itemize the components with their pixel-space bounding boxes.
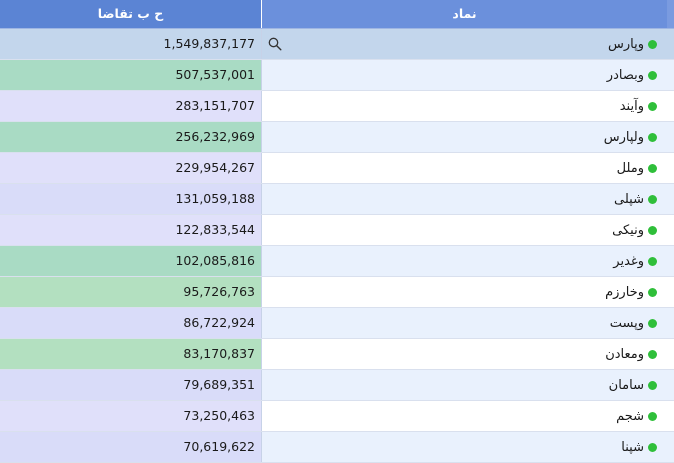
table-row[interactable]: 73,250,463 شجم [0,401,674,432]
row-scroll-gutter [667,91,674,121]
search-icon[interactable] [268,37,282,51]
status-dot-icon [648,194,657,204]
row-scroll-gutter [667,432,674,462]
status-dot-icon [648,318,657,328]
row-scroll-gutter [667,184,674,214]
symbol-cell[interactable]: ومعادن [262,339,667,369]
symbol-name[interactable]: وملل [616,160,644,176]
status-dot-icon [648,411,657,421]
demand-value-cell: 229,954,267 [0,153,262,183]
demand-value-cell: 256,232,969 [0,122,262,152]
table-row[interactable]: 70,619,622 شپنا [0,432,674,463]
row-scroll-gutter [667,370,674,400]
symbol-name[interactable]: وبصادر [606,67,644,83]
status-dot-icon [648,225,657,235]
column-header-demand[interactable]: ح ب تقاضا [0,0,262,28]
symbol-cell[interactable]: ونیکی [262,215,667,245]
symbol-cell[interactable]: وخارزم [262,277,667,307]
demand-value-cell: 122,833,544 [0,215,262,245]
row-scroll-gutter [667,122,674,152]
table-row[interactable]: 131,059,188 شپلی [0,184,674,215]
demand-value-cell: 102,085,816 [0,246,262,276]
header-scroll-gutter [667,0,674,28]
status-dot-icon [648,101,657,111]
row-scroll-gutter [667,401,674,431]
symbol-cell[interactable]: وملل [262,153,667,183]
symbol-name[interactable]: سامان [608,377,644,393]
symbol-cell[interactable]: وآیند [262,91,667,121]
demand-value-cell: 507,537,001 [0,60,262,90]
status-dot-icon [648,442,657,452]
demand-value-cell: 95,726,763 [0,277,262,307]
row-scroll-gutter [667,215,674,245]
symbol-cell[interactable]: شپلی [262,184,667,214]
row-scroll-gutter [667,308,674,338]
table-row[interactable]: 283,151,707 وآیند [0,91,674,122]
demand-value-cell: 83,170,837 [0,339,262,369]
table-row[interactable]: 229,954,267 وملل [0,153,674,184]
symbol-name[interactable]: ولپارس [603,129,644,145]
status-dot-icon [648,349,657,359]
status-dot-icon [648,287,657,297]
row-scroll-gutter [667,277,674,307]
status-dot-icon [648,163,657,173]
table-header: ح ب تقاضا نماد [0,0,674,29]
symbol-name[interactable]: شجم [616,408,644,424]
table-row[interactable]: 95,726,763 وخارزم [0,277,674,308]
column-header-symbol[interactable]: نماد [262,0,667,28]
table-body: 1,549,837,177 وپارس 507,537,001 وبصادر 283,1… [0,29,674,463]
symbol-name[interactable]: وآیند [619,98,644,114]
table-row[interactable]: 1,549,837,177 وپارس [0,29,674,60]
table-row[interactable]: 79,689,351 سامان [0,370,674,401]
demand-value-cell: 70,619,622 [0,432,262,462]
table-row[interactable]: 86,722,924 وپست [0,308,674,339]
status-dot-icon [648,132,657,142]
symbol-cell[interactable]: وغدیر [262,246,667,276]
symbol-cell[interactable]: ولپارس [262,122,667,152]
status-dot-icon [648,39,657,49]
symbol-cell[interactable]: وبصادر [262,60,667,90]
row-scroll-gutter [667,29,674,59]
symbol-name[interactable]: وخارزم [605,284,644,300]
table-row[interactable]: 507,537,001 وبصادر [0,60,674,91]
demand-value-cell: 86,722,924 [0,308,262,338]
status-dot-icon [648,380,657,390]
symbol-cell[interactable]: وپارس [262,29,667,59]
demand-value-cell: 1,549,837,177 [0,29,262,59]
row-scroll-gutter [667,153,674,183]
table-row[interactable]: 122,833,544 ونیکی [0,215,674,246]
row-scroll-gutter [667,246,674,276]
demand-value-cell: 79,689,351 [0,370,262,400]
symbol-name[interactable]: شپلی [614,191,644,207]
demand-value-cell: 283,151,707 [0,91,262,121]
symbol-cell[interactable]: وپست [262,308,667,338]
symbol-name[interactable]: ومعادن [605,346,644,362]
table-row[interactable]: 256,232,969 ولپارس [0,122,674,153]
table-row[interactable]: 102,085,816 وغدیر [0,246,674,277]
symbol-cell[interactable]: شپنا [262,432,667,462]
symbol-name[interactable]: وغدیر [613,253,644,269]
symbol-name[interactable]: وپارس [607,36,644,52]
status-dot-icon [648,256,657,266]
symbol-name[interactable]: شپنا [621,439,644,455]
demand-value-cell: 131,059,188 [0,184,262,214]
table-row[interactable]: 83,170,837 ومعادن [0,339,674,370]
symbol-cell[interactable]: سامان [262,370,667,400]
demand-value-cell: 73,250,463 [0,401,262,431]
status-dot-icon [648,70,657,80]
row-scroll-gutter [667,60,674,90]
symbol-name[interactable]: وپست [609,315,644,331]
symbol-name[interactable]: ونیکی [612,222,644,238]
row-scroll-gutter [667,339,674,369]
symbol-cell[interactable]: شجم [262,401,667,431]
